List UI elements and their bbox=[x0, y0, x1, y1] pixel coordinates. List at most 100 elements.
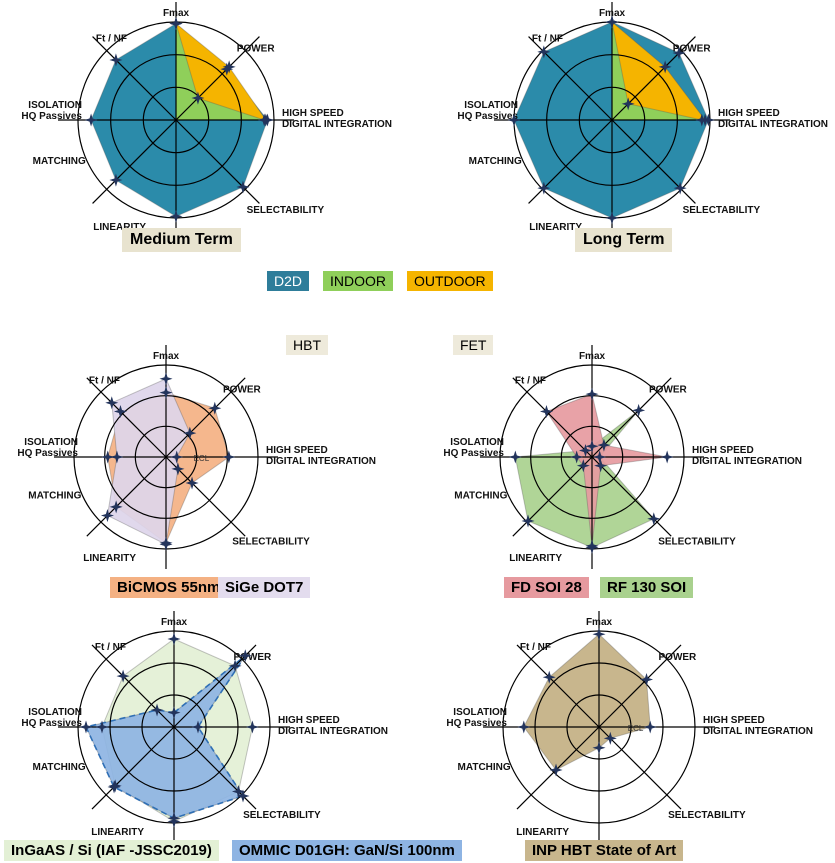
data-point-4-1-0 bbox=[167, 706, 181, 720]
axis-label-3-2: HIGH SPEED DIGITAL INTEGRATION bbox=[692, 445, 802, 467]
chart-annotation-5: ECL bbox=[628, 724, 644, 733]
data-point-0-0-4 bbox=[169, 209, 183, 223]
data-point-0-0-3 bbox=[236, 180, 250, 194]
radar-chart-4: Fmax POWER HIGH SPEED DIGITAL INTEGRATION SE… bbox=[21, 611, 388, 843]
axis-label-4-3: SELECTABILITY bbox=[243, 810, 321, 821]
data-point-3-1-7 bbox=[539, 404, 553, 418]
data-point-0-2-1 bbox=[191, 91, 205, 105]
axis-label-4-1: POWER bbox=[234, 652, 273, 663]
axis-label-5-3: SELECTABILITY bbox=[668, 810, 746, 821]
data-point-1-1-1 bbox=[658, 60, 672, 74]
legend-sige-dot7: SiGe DOT7 bbox=[218, 577, 311, 599]
axis-label-0-2: HIGH SPEED DIGITAL INTEGRATION bbox=[282, 108, 392, 130]
data-point-3-0-5 bbox=[521, 514, 535, 528]
legend-d2d: D2D bbox=[267, 271, 310, 292]
legend-ommic-gan-si: OMMIC D01GH: GaN/Si 100nm bbox=[232, 840, 462, 862]
axis-spoke-5-3 bbox=[598, 726, 682, 810]
axis-label-1-0: Fmax bbox=[599, 8, 626, 19]
axis-label-2-7: Ft / NF bbox=[89, 375, 120, 386]
axis-label-5-7: Ft / NF bbox=[520, 642, 551, 653]
data-point-4-1-4 bbox=[167, 811, 181, 825]
data-point-2-0-5 bbox=[109, 500, 123, 514]
axis-label-4-7: Ft / NF bbox=[95, 642, 126, 653]
section-label-hbt: HBT bbox=[286, 335, 328, 356]
axis-label-3-7: Ft / NF bbox=[515, 375, 546, 386]
axis-label-4-0: Fmax bbox=[161, 617, 188, 628]
axis-label-4-4: LINEARITY bbox=[91, 827, 144, 838]
legend-inp-hbt: INP HBT State of Art bbox=[525, 840, 684, 862]
axis-spoke-1-1 bbox=[611, 36, 696, 121]
legend-bicmos-55nm: BiCMOS 55nm bbox=[110, 577, 228, 599]
axis-label-5-0: Fmax bbox=[586, 617, 613, 628]
axis-label-2-5: MATCHING bbox=[28, 490, 81, 501]
data-point-5-0-7 bbox=[542, 670, 556, 684]
series-area-5-0 bbox=[523, 633, 651, 771]
data-point-1-0-7 bbox=[537, 45, 551, 59]
data-point-3-1-3 bbox=[594, 459, 608, 473]
data-point-2-1-4 bbox=[159, 537, 173, 551]
data-point-2-1-5 bbox=[100, 509, 114, 523]
axis-label-1-7: Ft / NF bbox=[532, 34, 563, 45]
axis-label-1-6: ISOLATION HQ Passives bbox=[457, 100, 518, 122]
radar-chart-5: Fmax POWER HIGH SPEED DIGITAL INTEGRATION SE… bbox=[446, 611, 813, 843]
section-label-fet: FET bbox=[453, 335, 494, 356]
legend-indoor: INDOOR bbox=[323, 271, 393, 292]
data-point-3-1-0 bbox=[585, 387, 599, 401]
axis-label-3-1: POWER bbox=[649, 385, 688, 396]
axis-spoke-0-7 bbox=[92, 36, 177, 121]
axis-label-5-6: ISOLATION HQ Passives bbox=[446, 707, 507, 729]
legend-rf-130-soi: RF 130 SOI bbox=[600, 577, 694, 599]
data-point-3-0-3 bbox=[647, 512, 661, 526]
axis-label-4-5: MATCHING bbox=[33, 762, 86, 773]
data-point-5-0-3 bbox=[603, 731, 617, 745]
data-point-1-2-1 bbox=[621, 97, 635, 111]
axis-spoke-3-3 bbox=[591, 456, 672, 537]
axis-label-0-7: Ft / NF bbox=[96, 34, 127, 45]
data-point-4-0-2 bbox=[245, 720, 259, 734]
data-point-4-1-5 bbox=[107, 780, 121, 794]
axis-spoke-5-1 bbox=[598, 644, 682, 728]
axis-spoke-3-7 bbox=[512, 377, 593, 458]
radar-chart-3: Fmax POWER HIGH SPEED DIGITAL INTEGRATION SE… bbox=[443, 345, 802, 569]
axis-label-2-1: POWER bbox=[223, 385, 262, 396]
data-point-4-0-6 bbox=[95, 720, 109, 734]
data-point-0-0-6 bbox=[84, 113, 98, 127]
data-point-5-0-5 bbox=[549, 763, 563, 777]
data-point-1-2-2 bbox=[695, 113, 709, 127]
axis-label-0-6: ISOLATION HQ Passives bbox=[21, 100, 82, 122]
axis-label-2-0: Fmax bbox=[153, 351, 180, 362]
legend-fd-soi-28: FD SOI 28 bbox=[504, 577, 589, 599]
axis-spoke-5-7 bbox=[516, 644, 600, 728]
data-point-2-0-1 bbox=[208, 401, 222, 415]
data-point-3-1-2 bbox=[660, 450, 674, 464]
data-point-4-0-3 bbox=[231, 784, 246, 799]
axis-label-5-5: MATCHING bbox=[458, 762, 511, 773]
data-point-4-0-1 bbox=[228, 659, 242, 673]
axis-label-0-5: MATCHING bbox=[33, 156, 86, 167]
axis-label-0-1: POWER bbox=[237, 43, 276, 54]
data-point-5-0-2 bbox=[643, 720, 657, 734]
data-point-2-1-1 bbox=[183, 426, 197, 440]
data-point-2-1-3 bbox=[171, 462, 185, 476]
axis-label-0-3: SELECTABILITY bbox=[247, 205, 325, 216]
axis-label-1-2: HIGH SPEED DIGITAL INTEGRATION bbox=[718, 108, 828, 130]
axis-label-0-0: Fmax bbox=[163, 8, 190, 19]
axis-label-3-0: Fmax bbox=[579, 351, 606, 362]
axis-label-2-2: HIGH SPEED DIGITAL INTEGRATION bbox=[266, 445, 376, 467]
axis-spoke-0-3 bbox=[175, 119, 260, 204]
data-point-2-0-6 bbox=[101, 450, 115, 464]
data-point-5-0-4 bbox=[592, 741, 606, 755]
data-point-2-0-2 bbox=[222, 450, 236, 464]
data-point-3-0-0 bbox=[585, 439, 599, 453]
axis-label-5-4: LINEARITY bbox=[516, 827, 569, 838]
data-point-0-0-7 bbox=[109, 53, 123, 67]
data-point-5-0-1 bbox=[640, 672, 654, 686]
data-point-1-2-0 bbox=[605, 15, 619, 29]
data-point-2-0-0 bbox=[159, 386, 173, 400]
axis-spoke-4-1 bbox=[173, 644, 257, 728]
axis-spoke-3-5 bbox=[512, 456, 593, 537]
data-point-4-1-1 bbox=[238, 649, 252, 663]
chart-title-long-term: Long Term bbox=[575, 228, 673, 253]
data-point-1-0-4 bbox=[605, 211, 619, 225]
